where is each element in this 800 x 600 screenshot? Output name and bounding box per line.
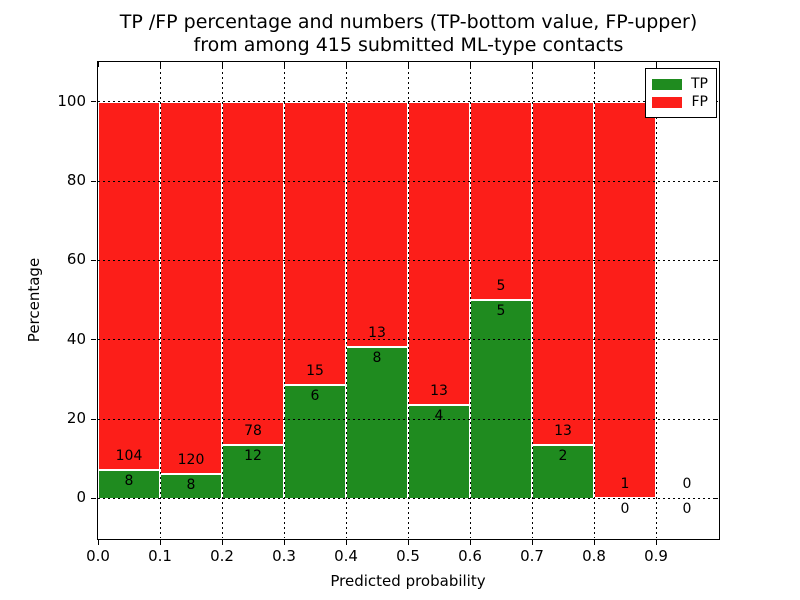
y-tick-left	[91, 339, 96, 341]
chart-title: TP /FP percentage and numbers (TP-bottom…	[97, 11, 720, 57]
x-tick-label: 0.9	[644, 547, 668, 565]
bar-fp-segment	[160, 101, 222, 474]
bar-fp-segment	[98, 101, 160, 470]
bar-tp-segment	[284, 385, 346, 499]
y-tick-right	[713, 180, 718, 182]
bar-tp-segment	[408, 405, 470, 499]
tp-count-label: 2	[558, 448, 568, 465]
y-tick-left	[91, 259, 96, 261]
y-tick-right	[713, 497, 718, 499]
fp-count-label: 0	[682, 476, 692, 493]
bar-fp-segment	[470, 101, 532, 300]
x-tick-label: 0.8	[582, 547, 606, 565]
fp-count-label: 78	[244, 423, 262, 440]
y-tick-label: 100	[57, 91, 86, 110]
fp-count-label: 15	[306, 363, 324, 379]
x-tick-label: 0.5	[396, 547, 420, 565]
x-tick-top	[469, 62, 471, 67]
tp-count-label: 5	[496, 303, 506, 319]
x-tick-top	[283, 62, 285, 67]
x-tick-label: 0.7	[520, 547, 544, 565]
tp-count-label: 8	[186, 476, 196, 493]
y-tick-left	[91, 101, 96, 103]
y-tick-right	[713, 339, 718, 341]
bar-fp-segment	[222, 101, 284, 446]
x-tick-bottom	[593, 540, 595, 545]
fp-count-label: 13	[430, 383, 448, 399]
x-tick-bottom	[159, 540, 161, 545]
x-axis-label: Predicted probability	[330, 572, 486, 590]
bar-tp-segment	[532, 445, 594, 499]
fp-count-label: 1	[620, 476, 630, 493]
x-tick-label: 0.1	[148, 547, 172, 565]
tp-count-label: 0	[682, 501, 692, 518]
x-tick-label: 0.3	[272, 547, 296, 565]
bar-tp-segment	[160, 473, 222, 499]
x-tick-top	[97, 62, 99, 67]
fp-count-label: 104	[115, 448, 143, 464]
bar-fp-segment	[284, 101, 346, 385]
x-tick-bottom	[469, 540, 471, 545]
chart-title-line2: from among 415 submitted ML-type contact…	[193, 34, 624, 56]
legend-row: FP	[652, 95, 708, 109]
legend-label: TP	[691, 76, 708, 92]
legend-row: TP	[652, 77, 708, 91]
y-tick-label: 0	[76, 488, 86, 507]
bar-fp-segment	[532, 101, 594, 446]
x-tick-bottom	[283, 540, 285, 545]
tp-count-label: 8	[124, 473, 134, 489]
bar-fp-segment	[346, 101, 408, 348]
fp-count-label: 13	[368, 325, 386, 342]
x-tick-top	[221, 62, 223, 67]
chart-title-line1: TP /FP percentage and numbers (TP-bottom…	[119, 11, 698, 33]
x-tick-top	[531, 62, 533, 67]
x-tick-bottom	[407, 540, 409, 545]
bar-tp-segment	[346, 347, 408, 499]
y-tick-label: 60	[66, 250, 86, 269]
bar-tp-segment	[470, 300, 532, 499]
bar-tp-segment	[98, 470, 160, 499]
fp-count-label: 13	[554, 423, 572, 440]
tp-count-label: 8	[372, 350, 382, 367]
x-tick-label: 0.2	[210, 547, 234, 565]
y-tick-right	[713, 418, 718, 420]
plot-area: Percentage Predicted probability TP FP 10…	[25, 61, 720, 590]
y-tick-right	[713, 259, 718, 261]
fp-count-label: 5	[496, 278, 506, 294]
x-tick-top	[159, 62, 161, 67]
tp-count-label: 0	[620, 501, 630, 518]
x-tick-bottom	[221, 540, 223, 545]
x-tick-bottom	[345, 540, 347, 545]
x-tick-bottom	[531, 540, 533, 545]
x-tick-label: 0.4	[334, 547, 358, 565]
x-tick-top	[407, 62, 409, 67]
x-tick-top	[655, 62, 657, 67]
x-tick-top	[345, 62, 347, 67]
bar-fp-segment	[594, 101, 656, 499]
x-tick-label: 0.6	[458, 547, 482, 565]
legend-swatch-tp-icon	[652, 78, 682, 90]
bar-tp-segment	[222, 445, 284, 499]
legend-swatch-fp-icon	[652, 96, 682, 108]
tp-count-label: 12	[244, 448, 262, 465]
y-tick-label: 80	[66, 171, 86, 189]
y-tick-label: 40	[66, 329, 86, 348]
y-tick-left	[91, 497, 96, 499]
tp-count-label: 6	[310, 388, 320, 404]
legend-label: FP	[691, 94, 709, 110]
y-tick-left	[91, 180, 96, 182]
tp-count-label: 4	[434, 408, 444, 424]
y-tick-label: 20	[66, 409, 86, 427]
x-tick-label: 0.0	[86, 547, 110, 565]
x-tick-bottom	[97, 540, 99, 545]
x-tick-top	[593, 62, 595, 67]
x-tick-bottom	[655, 540, 657, 545]
fp-count-label: 120	[177, 451, 205, 468]
bar-fp-segment	[408, 101, 470, 405]
legend: TP FP	[645, 68, 717, 118]
y-tick-left	[91, 418, 96, 420]
